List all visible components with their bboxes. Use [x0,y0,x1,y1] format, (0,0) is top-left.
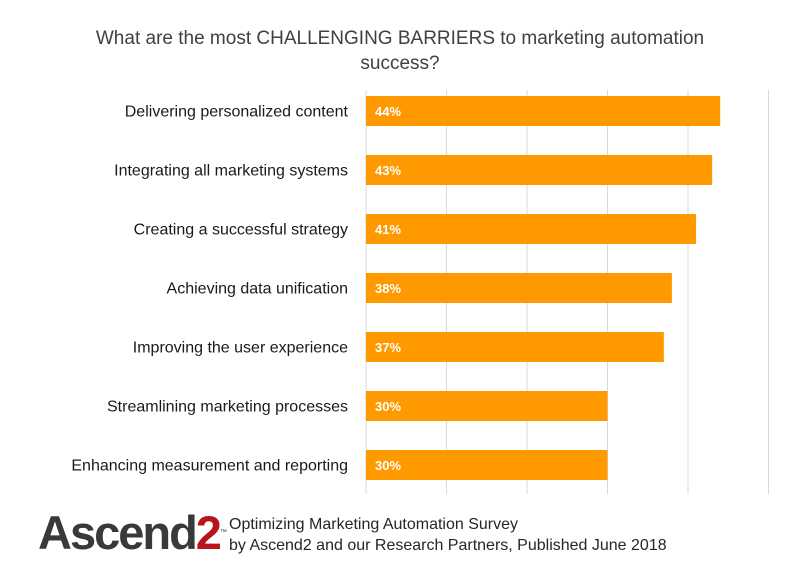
bar-chart: Delivering personalized content Integrati… [71,90,769,494]
footer-caption: Optimizing Marketing Automation Survey b… [229,514,667,556]
bar [366,96,721,126]
bar [366,391,608,421]
category-label: Achieving data unification [167,281,348,298]
bar [366,214,697,244]
category-label: Delivering personalized content [125,104,349,121]
category-label: Integrating all marketing systems [114,163,348,180]
ascend2-logo: Ascend2™ [38,507,227,559]
footer-line-2: by Ascend2 and our Research Partners, Pu… [229,537,667,554]
bar [366,273,672,303]
bar [366,155,713,185]
category-label: Improving the user experience [133,340,348,357]
logo-brand: Ascend [38,506,198,559]
value-label: 30% [375,458,401,473]
value-labels: 44% 43% 41% 38% 37% 30% 30% [375,104,401,473]
value-label: 44% [375,104,401,119]
value-label: 30% [375,399,401,414]
logo-digit: 2 [195,506,222,559]
category-label: Streamlining marketing processes [107,399,348,416]
value-label: 41% [375,222,401,237]
bar [366,332,664,362]
footer-line-1: Optimizing Marketing Automation Survey [229,516,519,533]
category-labels: Delivering personalized content Integrati… [71,104,348,475]
bars [366,96,721,480]
value-label: 38% [375,281,401,296]
category-label: Enhancing measurement and reporting [71,458,348,475]
value-label: 43% [375,163,401,178]
logo-trademark: ™ [219,529,227,536]
bar [366,450,608,480]
category-label: Creating a successful strategy [134,222,348,239]
value-label: 37% [375,340,401,355]
chart-title: What are the most CHALLENGING BARRIERS t… [95,28,705,74]
